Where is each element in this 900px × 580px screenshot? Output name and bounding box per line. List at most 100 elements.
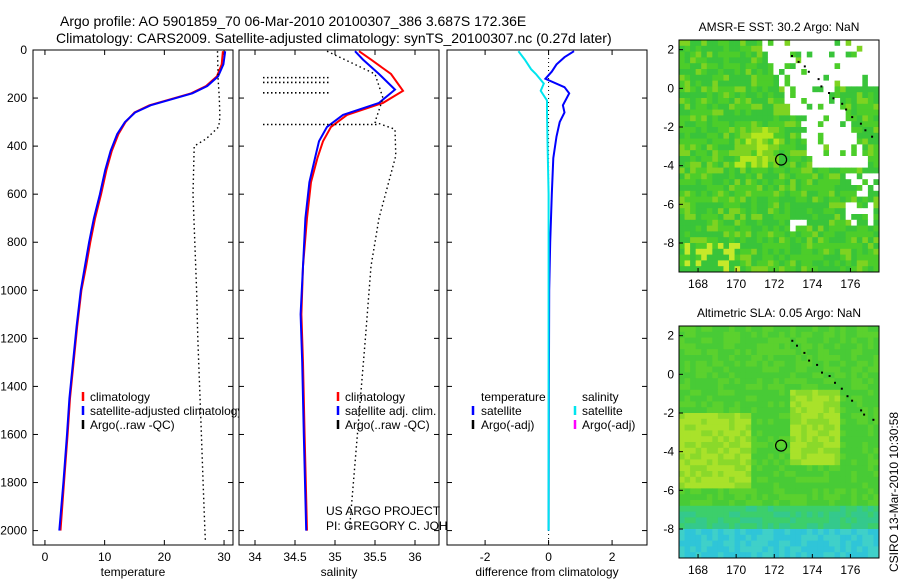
map-cell — [834, 132, 841, 139]
map-cell — [862, 546, 869, 553]
map-cell — [773, 266, 780, 273]
map-cell — [829, 349, 835, 356]
map-cell — [701, 378, 708, 385]
map-cell — [745, 74, 752, 81]
map-cell — [862, 459, 869, 466]
map-cell — [795, 500, 802, 507]
map-cell — [829, 150, 835, 157]
map-cell — [873, 343, 880, 350]
map-cell — [684, 266, 691, 273]
map-cell — [717, 109, 724, 116]
map-cell — [801, 488, 808, 495]
map-cell — [767, 331, 774, 338]
map-cell — [834, 248, 841, 255]
map-cell — [823, 337, 830, 344]
map-cell — [806, 442, 813, 449]
map-cell — [684, 384, 691, 391]
map-cell — [795, 442, 802, 449]
x-tick-label: 172 — [764, 563, 784, 577]
map-cell — [684, 337, 691, 344]
map-cell — [706, 109, 713, 116]
map-cell — [684, 534, 691, 541]
map-cell — [762, 40, 769, 47]
map-cell — [829, 248, 835, 255]
map-cell — [840, 260, 847, 267]
map-cell — [773, 156, 780, 163]
map-cell — [806, 366, 813, 373]
map-cell — [706, 337, 713, 344]
map-cell — [751, 488, 758, 495]
map-cell — [712, 214, 719, 221]
map-cell — [823, 121, 830, 128]
map-cell — [756, 418, 763, 425]
map-cell — [756, 185, 763, 192]
map-cell — [729, 127, 735, 134]
map-cell — [784, 92, 791, 99]
map-cell — [745, 465, 752, 472]
map-cell — [779, 442, 785, 449]
map-cell — [679, 459, 685, 466]
map-cell — [784, 494, 791, 501]
map-cell — [795, 167, 802, 174]
map-cell — [690, 418, 697, 425]
map-cell — [679, 372, 685, 379]
map-cell — [751, 214, 758, 221]
map-cell — [856, 471, 863, 478]
map-cell — [845, 144, 852, 151]
map-cell — [834, 534, 841, 541]
map-cell — [701, 529, 708, 536]
map-cell — [784, 343, 791, 350]
map-cell — [684, 447, 691, 454]
map-cell — [851, 214, 858, 221]
map-cell — [695, 436, 702, 443]
map-cell — [729, 418, 735, 425]
map-cell — [784, 529, 791, 536]
map-cell — [734, 407, 741, 414]
map-cell — [845, 372, 852, 379]
map-cell — [801, 540, 808, 547]
map-cell — [684, 161, 691, 168]
map-cell — [762, 494, 769, 501]
map-cell — [834, 343, 841, 350]
map-cell — [684, 453, 691, 460]
map-cell — [784, 523, 791, 530]
map-cell — [834, 86, 841, 93]
map-cell — [784, 436, 791, 443]
map-cell — [684, 494, 691, 501]
map-cell — [840, 343, 847, 350]
map-cell — [767, 482, 774, 489]
map-cell — [729, 552, 735, 559]
map-cell — [801, 98, 808, 105]
map-cell — [851, 349, 858, 356]
map-cell — [795, 156, 802, 163]
map-cell — [829, 372, 835, 379]
map-cell — [740, 190, 747, 197]
map-cell — [734, 208, 741, 215]
map-cell — [679, 430, 685, 437]
map-cell — [745, 523, 752, 530]
map-cell — [734, 430, 741, 437]
map-cell — [762, 86, 769, 93]
map-cell — [784, 80, 791, 87]
map-cell — [706, 80, 713, 87]
map-cell — [856, 51, 863, 58]
map-cell — [806, 57, 813, 64]
map-cell — [845, 378, 852, 385]
map-cell — [723, 69, 730, 76]
map-cell — [723, 523, 730, 530]
map-cell — [767, 185, 774, 192]
map-cell — [723, 144, 730, 151]
map-cell — [723, 92, 730, 99]
map-cell — [745, 511, 752, 518]
map-cell — [862, 517, 869, 524]
map-cell — [806, 436, 813, 443]
map-cell — [834, 190, 841, 197]
map-cell — [829, 517, 835, 524]
map-cell — [795, 447, 802, 454]
map-cell — [801, 442, 808, 449]
map-cell — [779, 121, 785, 128]
map-cell — [762, 214, 769, 221]
map-cell — [801, 144, 808, 151]
map-cell — [745, 488, 752, 495]
map-cell — [717, 343, 724, 350]
